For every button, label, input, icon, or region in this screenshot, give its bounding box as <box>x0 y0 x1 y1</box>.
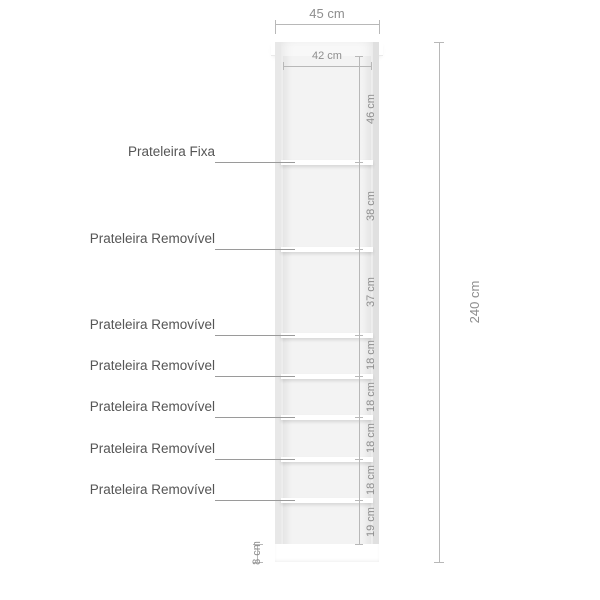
dim-tick <box>355 56 363 57</box>
dim-tick <box>355 249 363 250</box>
callout-line <box>215 249 295 250</box>
dim-tick <box>434 42 444 43</box>
dim-label-segment: 18 cm <box>365 340 377 370</box>
dim-label-outer-height: 240 cm <box>467 281 482 324</box>
dim-label-segment: 18 cm <box>365 465 377 495</box>
callout-label: Prateleira Fixa <box>55 144 215 159</box>
callout-label: Prateleira Removível <box>55 317 215 332</box>
dim-tick <box>355 162 363 163</box>
dim-tick <box>371 62 372 70</box>
dim-tick <box>355 335 363 336</box>
dim-tick <box>275 20 276 34</box>
callout-line <box>215 376 295 377</box>
dim-tick <box>355 376 363 377</box>
cabinet-body <box>275 42 379 562</box>
dim-line-outer-width <box>275 24 379 25</box>
dim-line-inner-width <box>283 66 371 67</box>
diagram-stage: 45 cm 240 cm 8 cm 42 cm 46 cm 38 cm 37 cm 1… <box>0 0 600 600</box>
dim-label-segment: 19 cm <box>365 507 377 537</box>
callout-label: Prateleira Removível <box>55 231 215 246</box>
cabinet-interior <box>283 56 371 544</box>
dim-label-segment: 18 cm <box>365 423 377 453</box>
dim-label-inner-width: 42 cm <box>312 50 342 62</box>
dim-label-segment: 37 cm <box>365 277 377 307</box>
cabinet-foot <box>275 544 379 562</box>
callout-line <box>215 162 295 163</box>
dim-label-segment: 18 cm <box>365 382 377 412</box>
callout-line <box>215 417 295 418</box>
callout-label: Prateleira Removível <box>55 399 215 414</box>
dim-tick <box>355 500 363 501</box>
dim-tick <box>355 459 363 460</box>
dim-label-base: 8 cm <box>251 541 263 565</box>
dim-line-segments <box>359 56 360 544</box>
dim-tick <box>434 562 444 563</box>
callout-line <box>215 500 295 501</box>
dim-tick <box>355 544 363 545</box>
callout-line <box>215 459 295 460</box>
dim-tick <box>355 417 363 418</box>
dim-label-outer-width: 45 cm <box>309 6 344 21</box>
callout-line <box>215 335 295 336</box>
dim-tick <box>283 62 284 70</box>
dim-label-segment: 38 cm <box>365 191 377 221</box>
dim-line-outer-height <box>439 42 440 562</box>
dim-tick <box>379 20 380 34</box>
callout-label: Prateleira Removível <box>55 441 215 456</box>
callout-label: Prateleira Removível <box>55 358 215 373</box>
dim-label-segment: 46 cm <box>365 94 377 124</box>
callout-label: Prateleira Removível <box>55 482 215 497</box>
